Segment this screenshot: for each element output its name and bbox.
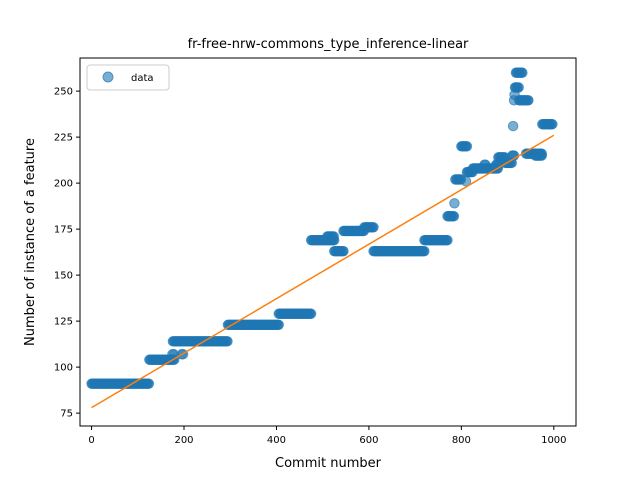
x-axis-label: Commit number xyxy=(275,456,382,471)
x-tick-label: 600 xyxy=(359,435,378,446)
y-tick-label: 200 xyxy=(54,179,73,190)
data-point xyxy=(419,245,430,257)
y-tick-label: 175 xyxy=(54,225,73,236)
y-tick-label: 150 xyxy=(54,271,73,282)
x-tick-label: 0 xyxy=(88,435,94,446)
axes-frame xyxy=(79,57,577,427)
x-tick-label: 800 xyxy=(452,435,471,446)
data-point xyxy=(338,245,349,257)
data-point xyxy=(523,95,534,106)
data-point xyxy=(442,234,453,246)
data-point xyxy=(507,120,519,132)
y-tick-label: 225 xyxy=(54,133,73,144)
chart-title: fr-free-nrw-commons_type_inference-linea… xyxy=(188,37,469,52)
data-point xyxy=(461,141,473,152)
data-point xyxy=(536,150,547,161)
legend: data xyxy=(86,64,170,91)
y-tick-label: 100 xyxy=(54,363,73,374)
y-tick-label: 75 xyxy=(60,409,73,420)
data-point xyxy=(547,119,558,130)
legend-label-data: data xyxy=(131,73,154,84)
y-tick-label: 125 xyxy=(54,317,73,328)
plot-area xyxy=(86,67,558,409)
x-tick-label: 200 xyxy=(174,435,193,446)
data-point xyxy=(517,67,528,78)
data-point xyxy=(449,198,460,209)
axis-ticks: 0 200 400 600 800 1000 75 100 125 150 175 200 225 250 xyxy=(54,87,567,446)
x-tick-label: 400 xyxy=(267,435,286,446)
y-axis-label: Number of instance of a feature xyxy=(23,138,38,346)
data-point xyxy=(448,211,460,222)
fit-line xyxy=(91,134,555,409)
data-point xyxy=(513,82,524,93)
data-point xyxy=(328,231,339,242)
y-tick-label: 250 xyxy=(54,87,73,98)
legend-box xyxy=(86,64,170,91)
data-point xyxy=(273,319,284,331)
legend-marker xyxy=(102,71,114,83)
data-point xyxy=(305,308,317,319)
data-point xyxy=(143,378,155,389)
x-tick-label: 1000 xyxy=(541,435,566,446)
data-point xyxy=(222,336,233,347)
data-point xyxy=(368,222,379,233)
